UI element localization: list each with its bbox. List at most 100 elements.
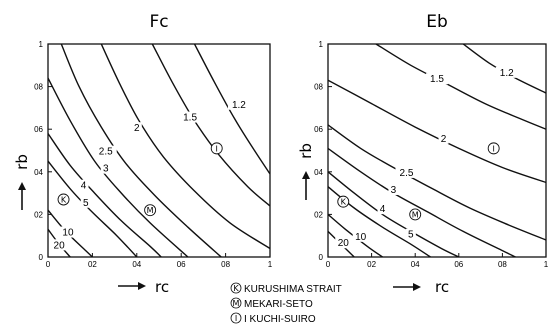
contour-label: 4 [380, 204, 386, 215]
legend-item-mekari: M MEKARI-SETO [230, 297, 313, 310]
contour-label-bg [94, 145, 117, 157]
legend-label-ikuchi: I KUCHI-SUIRO [244, 314, 316, 325]
contour-line-2 [328, 79, 546, 184]
contour-label: 10 [62, 228, 74, 239]
contour-line-4 [328, 171, 460, 257]
x-tick-label: 04 [411, 260, 420, 269]
x-tick-label: 0 [46, 260, 51, 269]
legend-symbol-i: I [235, 314, 237, 323]
y-tick-label: 08 [314, 83, 323, 92]
x-tick-label: 08 [498, 260, 507, 269]
contour-line-1_5 [151, 44, 270, 207]
contour-label: 1.5 [183, 113, 197, 124]
contour-label: 3 [391, 185, 397, 196]
contour-label-bg [495, 66, 518, 78]
x-tick-label: 1 [544, 260, 549, 269]
contour-label: 2.5 [400, 168, 414, 179]
marker-circle-m [144, 204, 157, 217]
y-tick-label: 0 [39, 253, 44, 262]
y-tick-label: 0 [319, 253, 324, 262]
y-tick-label: 06 [34, 125, 43, 134]
contour-label: 1.5 [430, 74, 444, 85]
chart-title: Eb [426, 12, 448, 32]
x-tick-label: 08 [221, 260, 230, 269]
contour-line-2_5 [328, 124, 546, 241]
ylabel-left-text: rb [13, 154, 31, 170]
legend-item-ikuchi: I I KUCHI-SUIRO [230, 312, 316, 325]
ylabel-left: rb [13, 154, 31, 210]
xlabel-left-text: rc [155, 278, 169, 296]
y-tick-label: 02 [34, 210, 43, 219]
contour-lines [328, 44, 546, 257]
contour-label-bg [352, 230, 369, 242]
y-tick-label: 08 [34, 83, 43, 92]
contour-lines [48, 44, 270, 257]
plot-frame [327, 43, 547, 258]
chart-title: Fc [149, 12, 168, 32]
contour-label-bg [438, 132, 449, 144]
legend: K KURUSHIMA STRAIT M MEKARI-SETO I I KUC… [230, 282, 342, 325]
contour-label-bg [78, 179, 89, 191]
plot-frame [47, 43, 271, 258]
contour-label-bg [405, 228, 416, 240]
xlabel-right: rc [393, 278, 449, 296]
contour-line-2_5 [60, 44, 222, 257]
marker-circle-k [337, 195, 350, 208]
contour-label: 1.2 [500, 68, 514, 79]
contour-label-bg [227, 98, 250, 110]
y-tick-label: 04 [34, 168, 43, 177]
marker-symbol-m: M [147, 206, 154, 215]
contour-label-bg [377, 203, 388, 215]
marker-circle-i [487, 142, 500, 155]
contour-label: 20 [54, 240, 66, 251]
legend-label-mekari: MEKARI-SETO [244, 299, 313, 310]
x-tick-label: 02 [367, 260, 376, 269]
marker-circle-i [210, 142, 223, 155]
contour-label: 1.2 [232, 100, 246, 111]
x-tick-label: 04 [132, 260, 141, 269]
x-tick-label: 06 [454, 260, 463, 269]
contour-label-bg [179, 111, 202, 123]
x-tick-label: 1 [268, 260, 273, 269]
y-tick-label: 1 [39, 40, 44, 49]
marker-symbol-i: I [216, 144, 218, 153]
contour-label: 2.5 [99, 147, 113, 158]
x-tick-label: 06 [177, 260, 186, 269]
contour-label: 5 [83, 198, 89, 209]
contour-line-3 [328, 147, 516, 257]
contour-label-bg [395, 166, 418, 178]
contour-label-bg [426, 73, 448, 85]
y-tick-label: 04 [314, 168, 323, 177]
marker-symbol-i: I [493, 144, 495, 153]
contour-label: 20 [338, 238, 350, 249]
marker-symbol-k: K [341, 198, 347, 207]
contour-label-bg [335, 237, 352, 249]
contour-label-bg [80, 196, 91, 208]
contour-line-2 [100, 44, 270, 250]
contour-label: 5 [408, 230, 414, 241]
legend-symbol-m: M [233, 299, 240, 308]
contour-label: 3 [103, 164, 109, 175]
contour-label-bg [100, 162, 111, 174]
legend-label-kurushima: KURUSHIMA STRAIT [244, 284, 342, 295]
legend-item-kurushima: K KURUSHIMA STRAIT [230, 282, 342, 295]
contour-label-bg [59, 226, 76, 238]
y-tick-label: 06 [314, 125, 323, 134]
contour-label: 2 [134, 123, 140, 134]
contour-label: 10 [355, 232, 367, 243]
panel-eb: Eb 00 02 02 04 04 06 06 08 08 1 1 1.2 1.5 2 2.534 5 10 20 K… [314, 12, 549, 269]
ylabel-right: rb [297, 143, 315, 200]
marker-symbol-m: M [412, 210, 419, 219]
y-tick-label: 1 [319, 40, 324, 49]
xlabel-right-text: rc [435, 278, 449, 296]
contour-label-bg [131, 122, 142, 134]
contour-label-bg [388, 183, 399, 195]
xlabel-left: rc [118, 278, 169, 296]
x-tick-label: 0 [326, 260, 331, 269]
contour-line-1_5 [375, 44, 546, 130]
y-tick-label: 02 [314, 210, 323, 219]
x-tick-label: 02 [88, 260, 97, 269]
contour-line-1_2 [193, 44, 270, 175]
